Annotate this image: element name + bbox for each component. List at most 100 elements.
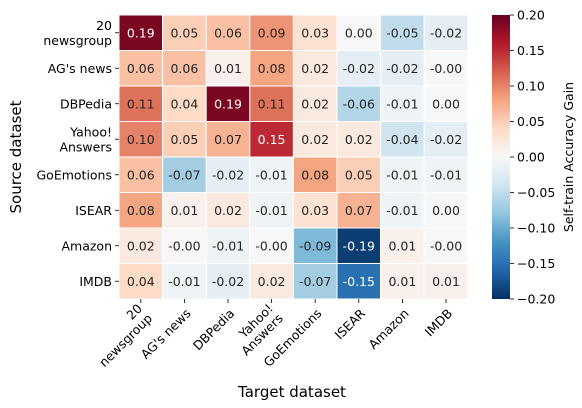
colorbar-tick-label: 0.10 — [517, 79, 545, 94]
heatmap-value-label: -0.02 — [343, 61, 375, 76]
colorbar-tick-label: 0.00 — [517, 150, 545, 165]
heatmap-cell — [423, 156, 469, 193]
heatmap-cell — [292, 227, 338, 264]
heatmap-value-label: 0.05 — [345, 167, 373, 182]
heatmap-value-label: -0.01 — [386, 96, 418, 111]
heatmap-cell — [292, 156, 338, 193]
heatmap-cell — [336, 227, 382, 264]
heatmap-value-label: 0.19 — [214, 96, 242, 111]
heatmap-cell — [380, 227, 425, 264]
heatmap-cell — [292, 192, 338, 229]
y-tick-label: GoEmotions — [36, 167, 112, 182]
heatmap-cell — [162, 192, 207, 229]
heatmap-value-label: -0.01 — [212, 238, 244, 253]
colorbar-tick-label: −0.10 — [517, 221, 555, 236]
heatmap-value-label: 0.04 — [127, 274, 155, 289]
heatmap-value-label: 0.02 — [301, 61, 329, 76]
heatmap-value-label: -0.15 — [343, 274, 375, 289]
y-tick-label: 20 newsgroup — [43, 18, 112, 48]
heatmap-value-label: -0.07 — [168, 167, 200, 182]
colorbar-tick-label: 0.20 — [517, 8, 545, 23]
heatmap-value-label: 0.06 — [127, 61, 155, 76]
colorbar-title: Self-train Accuracy Gain — [561, 82, 576, 232]
heatmap-value-label: 0.11 — [258, 96, 286, 111]
y-tick-label: ISEAR — [75, 203, 112, 218]
heatmap-cell — [380, 192, 425, 229]
heatmap-value-label: 0.03 — [301, 203, 329, 218]
heatmap-cell — [205, 263, 251, 300]
heatmap-cell — [336, 50, 382, 87]
heatmap-cell — [162, 50, 207, 87]
heatmap-cell — [423, 14, 469, 51]
heatmap-cell — [205, 121, 251, 158]
heatmap-cell — [380, 121, 425, 158]
heatmap-value-label: 0.03 — [301, 25, 329, 40]
colorbar-gradient — [492, 15, 510, 299]
heatmap-value-label: -0.19 — [343, 238, 375, 253]
heatmap-cell — [292, 121, 338, 158]
heatmap-cell — [162, 85, 207, 122]
heatmap-cell — [380, 85, 425, 122]
heatmap-value-label: 0.11 — [127, 96, 155, 111]
x-tick-label: IMDB — [422, 306, 456, 340]
heatmap-value-label: 0.05 — [170, 132, 198, 147]
heatmap-value-label: -0.09 — [299, 238, 331, 253]
x-tick-label: ISEAR — [331, 305, 368, 342]
heatmap-value-label: 0.02 — [301, 96, 329, 111]
heatmap-cell — [423, 50, 469, 87]
heatmap-value-label: 0.06 — [127, 167, 155, 182]
heatmap-cell — [249, 156, 294, 193]
heatmap-value-label: 0.02 — [345, 132, 373, 147]
heatmap-cell — [336, 192, 382, 229]
heatmap-cell — [423, 192, 469, 229]
heatmap-cell — [292, 85, 338, 122]
y-tick-label: IMDB — [79, 274, 112, 289]
heatmap-cell — [249, 121, 294, 158]
heatmap-value-label: 0.02 — [258, 274, 286, 289]
heatmap-value-label: -0.07 — [299, 274, 331, 289]
colorbar: 0.20 0.15 0.10 0.05 0.00 −0.05 −0.10 −0.15 −0.20… — [492, 8, 576, 307]
heatmap-value-label: -0.00 — [255, 238, 287, 253]
heatmap-value-label: -0.01 — [168, 274, 200, 289]
heatmap-value-label: -0.01 — [386, 167, 418, 182]
heatmap-value-label: 0.02 — [301, 132, 329, 147]
heatmap-cell — [423, 227, 469, 264]
heatmap-value-label: 0.15 — [258, 132, 286, 147]
heatmap-cell — [423, 85, 469, 122]
heatmap-value-label: 0.07 — [345, 203, 373, 218]
heatmap-value-label: 0.01 — [214, 61, 242, 76]
heatmap-value-label: -0.01 — [430, 167, 462, 182]
x-tick-label: Amazon — [365, 306, 411, 352]
heatmap-value-label: 0.00 — [432, 203, 460, 218]
heatmap-value-label: -0.02 — [212, 167, 244, 182]
heatmap-value-labels: 0.19 0.05 0.06 0.09 0.03 0.00 -0.05 -0.02 0.06 0.… — [127, 25, 462, 289]
heatmap-value-label: 0.00 — [432, 96, 460, 111]
heatmap-value-label: -0.01 — [386, 203, 418, 218]
heatmap-value-label: 0.08 — [258, 61, 286, 76]
heatmap-value-label: -0.01 — [255, 203, 287, 218]
heatmap-cell — [423, 263, 469, 300]
heatmap-value-label: 0.02 — [127, 238, 155, 253]
colorbar-ticks: 0.20 0.15 0.10 0.05 0.00 −0.05 −0.10 −0.15 −0.20 — [510, 8, 555, 307]
heatmap-value-label: -0.06 — [343, 96, 375, 111]
y-tick-label: Yahoo! Answers — [59, 124, 112, 154]
colorbar-tick-label: 0.15 — [517, 43, 545, 58]
heatmap-value-label: 0.09 — [258, 25, 286, 40]
heatmap-value-label: -0.02 — [430, 132, 462, 147]
heatmap-cells — [118, 14, 469, 300]
heatmap-value-label: -0.00 — [168, 238, 200, 253]
y-tick-labels: 20 newsgroup AG's news DBPedia Yahoo! Answers… — [36, 18, 119, 289]
heatmap-value-label: -0.00 — [430, 238, 462, 253]
colorbar-tick-label: −0.15 — [517, 256, 555, 271]
heatmap-value-label: 0.01 — [170, 203, 198, 218]
colorbar-tick-label: −0.05 — [517, 185, 555, 200]
heatmap-cell — [336, 85, 382, 122]
heatmap-cell — [162, 227, 207, 264]
heatmap-value-label: 0.08 — [127, 203, 155, 218]
heatmap-value-label: 0.08 — [301, 167, 329, 182]
heatmap-value-label: 0.01 — [432, 274, 460, 289]
heatmap-value-label: 0.05 — [170, 25, 198, 40]
heatmap-value-label: -0.01 — [255, 167, 287, 182]
